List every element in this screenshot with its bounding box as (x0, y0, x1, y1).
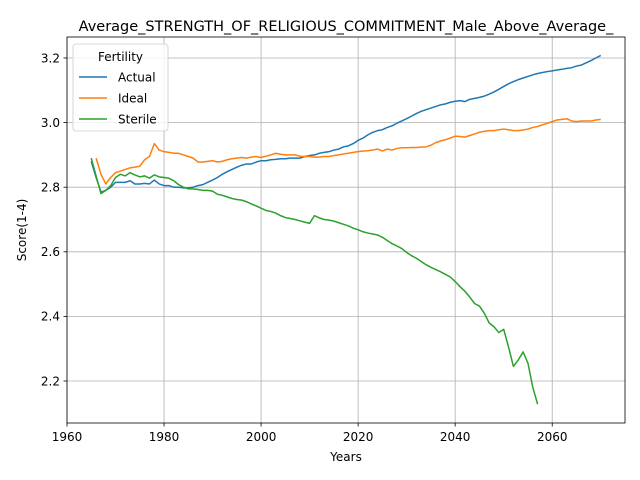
x-tick-label: 1980 (149, 430, 180, 444)
series-line-ideal (95, 117, 601, 185)
grid (66, 37, 625, 423)
x-tick-label: 1960 (52, 430, 83, 444)
legend-label-sterile: Sterile (118, 112, 157, 126)
legend: Fertility Actual Ideal Sterile (72, 43, 169, 132)
x-tick-label: 2060 (537, 430, 568, 444)
x-tick-label: 2020 (343, 430, 374, 444)
legend-title: Fertility (98, 50, 143, 64)
y-axis-label: Score(1-4) (15, 199, 29, 262)
x-axis-ticks: 1960 1980 2000 2020 2040 2060 (52, 423, 568, 444)
series-line-sterile (90, 157, 539, 405)
legend-entries: Actual Ideal Sterile (79, 70, 157, 126)
y-tick-label: 2.4 (41, 310, 60, 324)
y-tick-label: 2.6 (41, 245, 60, 259)
series-lines (90, 54, 602, 405)
y-tick-label: 3.0 (41, 116, 60, 130)
y-axis-ticks: 2.2 2.4 2.6 2.8 3.0 3.2 (41, 51, 67, 388)
y-tick-label: 3.2 (41, 51, 60, 65)
y-tick-label: 2.8 (41, 181, 60, 195)
legend-frame (72, 43, 169, 132)
x-tick-label: 2000 (246, 430, 277, 444)
x-tick-label: 2040 (440, 430, 471, 444)
plot-frame (66, 36, 626, 424)
x-axis-label: Years (329, 450, 362, 464)
legend-label-ideal: Ideal (118, 91, 147, 105)
chart-title: Average_STRENGTH_OF_RELIGIOUS_COMMITMENT… (79, 19, 614, 35)
series-line-actual (90, 54, 602, 193)
legend-label-actual: Actual (118, 70, 156, 84)
y-tick-label: 2.2 (41, 374, 60, 388)
